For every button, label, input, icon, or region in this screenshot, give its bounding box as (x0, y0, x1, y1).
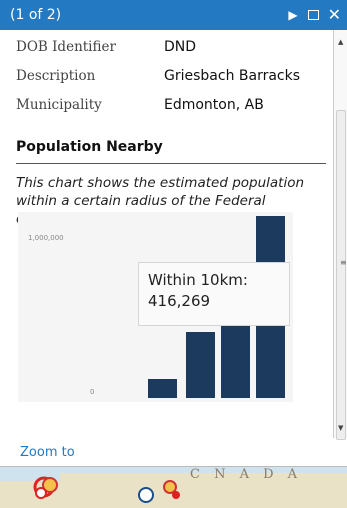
chart-tooltip: Within 10km: 416,269 (138, 262, 290, 326)
close-icon[interactable]: ✕ (327, 5, 341, 24)
attribute-value: DND (164, 38, 197, 55)
map-label: C N A D A (190, 467, 303, 482)
scrollbar[interactable]: ▲ ≡ ▼ (333, 30, 347, 440)
site-marker-icon[interactable] (30, 471, 70, 505)
chart-bar[interactable] (221, 313, 250, 398)
attribute-row: DOB Identifier DND (16, 32, 330, 61)
tooltip-label: Within 10km: (148, 271, 248, 289)
map-view[interactable]: C N A D A (0, 466, 347, 508)
attribute-value: Edmonton, AB (164, 96, 264, 113)
section-title: Population Nearby (16, 139, 326, 164)
attribute-label: Municipality (16, 96, 102, 113)
chart-bar[interactable] (186, 332, 215, 398)
attribute-table: DOB Identifier DND Description Griesbach… (16, 32, 330, 119)
site-marker-icon[interactable] (132, 477, 192, 507)
y-tick-label: 0 (90, 388, 95, 396)
attribute-row: Description Griesbach Barracks (16, 61, 330, 90)
scroll-down-icon[interactable]: ▼ (338, 424, 344, 432)
scroll-up-icon[interactable]: ▲ (338, 38, 344, 46)
play-icon[interactable]: ▶ (288, 8, 298, 22)
population-chart: 1,000,000 0 Within 10km: 416,269 (18, 212, 293, 402)
grip-icon: ≡ (340, 258, 347, 267)
attribute-value: Griesbach Barracks (164, 67, 301, 84)
chart-bar[interactable] (148, 379, 177, 398)
y-tick-label: 1,000,000 (28, 234, 64, 242)
attribute-label: DOB Identifier (16, 38, 116, 55)
feature-counter: (1 of 2) (10, 7, 62, 23)
zoom-to-link[interactable]: Zoom to (20, 445, 75, 460)
attribute-label: Description (16, 67, 96, 84)
maximize-icon[interactable] (307, 10, 319, 20)
scrollbar-thumb[interactable]: ≡ (336, 110, 347, 440)
tooltip-value: 416,269 (148, 292, 211, 310)
attribute-row: Municipality Edmonton, AB (16, 90, 330, 119)
popup-header: (1 of 2) ▶ ✕ (0, 0, 347, 30)
